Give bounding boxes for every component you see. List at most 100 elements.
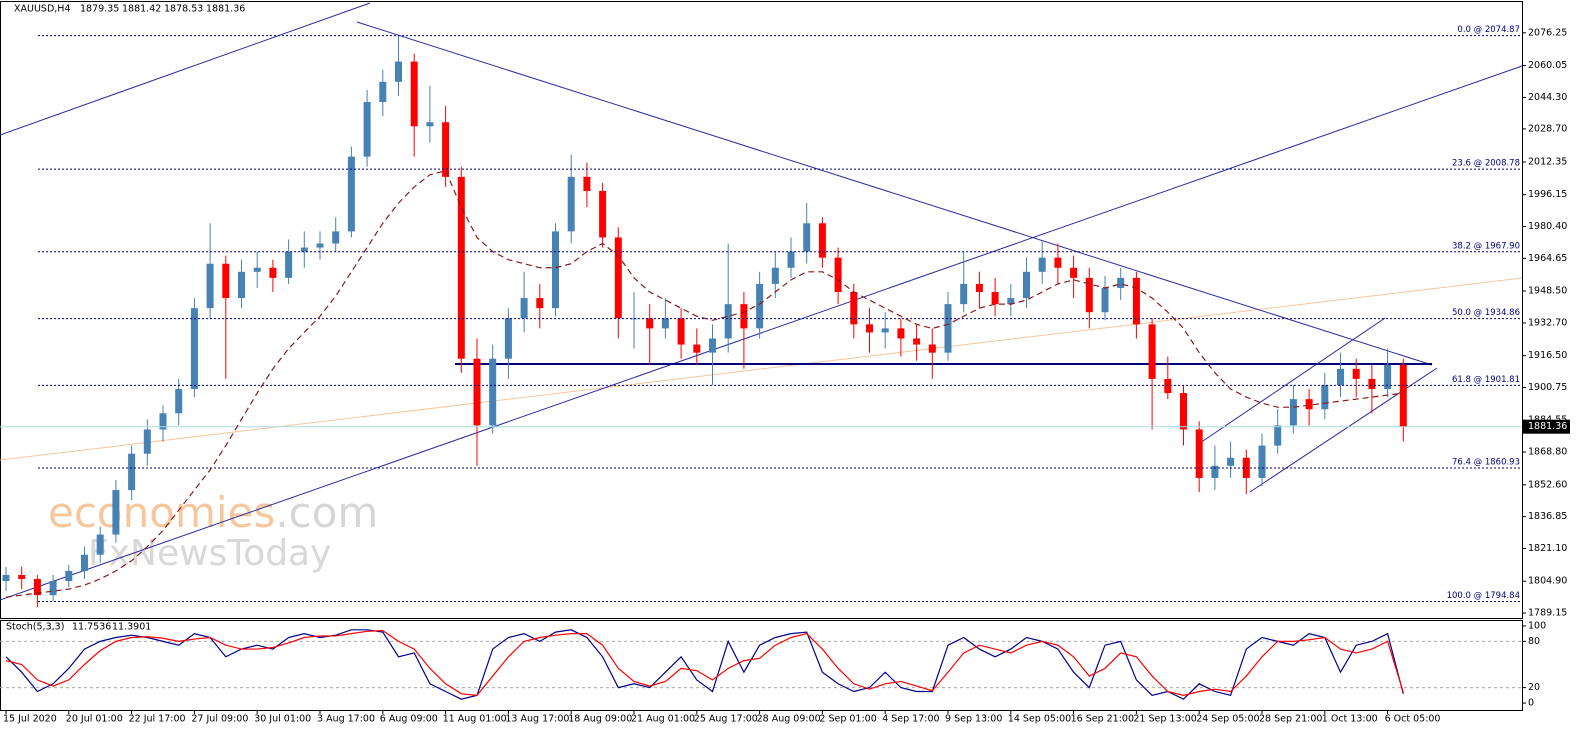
candle-body xyxy=(473,358,481,426)
y-tick-label: 1980.40 xyxy=(1528,221,1567,232)
x-tick-label: 28 Sep 21:00 xyxy=(1259,714,1322,725)
x-tick-label: 21 Sep 13:00 xyxy=(1133,714,1196,725)
candle-body xyxy=(866,324,873,333)
watermark-brand: economies xyxy=(48,488,275,537)
candle-body xyxy=(442,122,450,177)
watermark: economies.com FxNewsToday xyxy=(48,488,378,575)
candle-body xyxy=(771,267,779,284)
x-tick-label: 18 Aug 09:00 xyxy=(568,714,632,725)
watermark-text: economies.com xyxy=(48,488,378,537)
x-tick-label: 30 Jul 01:00 xyxy=(254,714,311,725)
candle-body xyxy=(677,318,685,345)
indicator-title: Stoch(5,3,3) xyxy=(6,622,64,633)
candle-body xyxy=(347,156,355,232)
candle-body xyxy=(1180,393,1187,430)
x-tick-label: 25 Aug 17:00 xyxy=(694,714,758,725)
x-tick-label: 11 Aug 01:00 xyxy=(443,714,507,725)
candle-body xyxy=(928,344,936,353)
y-tick-label: 1948.50 xyxy=(1528,286,1567,297)
header-value: 1878.53 xyxy=(164,4,203,15)
x-tick-label: 1 Oct 13:00 xyxy=(1322,714,1378,725)
candle-body xyxy=(222,263,230,299)
candle-body xyxy=(1038,257,1046,272)
candle-body xyxy=(944,304,952,353)
candle-body xyxy=(159,413,167,430)
y-tick-label: 1964.65 xyxy=(1528,253,1567,264)
candle-body xyxy=(253,267,261,272)
x-tick-label: 21 Aug 01:00 xyxy=(631,714,695,725)
candle-body xyxy=(850,292,858,325)
x-tick-label: 3 Aug 17:00 xyxy=(317,714,375,725)
candle-body xyxy=(709,338,716,353)
trend-line xyxy=(356,21,1433,366)
fib-label: 38.2 @ 1967.90 xyxy=(1452,241,1520,251)
y-tick-label: 1852.60 xyxy=(1528,479,1567,490)
candle-body xyxy=(1258,445,1266,478)
candle-body xyxy=(332,231,340,244)
y-tick-label: 2012.35 xyxy=(1528,156,1567,167)
y-tick-label: 2060.05 xyxy=(1528,60,1567,71)
candle-body xyxy=(1352,368,1360,379)
candle-body xyxy=(300,247,308,252)
candle-body xyxy=(81,554,88,571)
candle-body xyxy=(724,304,732,339)
last-price-label: 1881.36 xyxy=(1528,421,1567,432)
candle-body xyxy=(913,338,921,345)
y-tick-label: 1821.10 xyxy=(1528,543,1567,554)
candle-body xyxy=(756,283,764,329)
symbol-title: XAUUSD,H4 xyxy=(14,4,70,15)
candle-body xyxy=(1384,364,1392,390)
candle-body xyxy=(1337,368,1344,385)
candle-body xyxy=(1085,277,1093,313)
candle-body xyxy=(175,389,183,414)
indicator-line xyxy=(5,629,1404,700)
candle-body xyxy=(426,122,434,127)
y-tick-label: 20 xyxy=(1528,682,1540,693)
x-tick-label: 22 Jul 17:00 xyxy=(129,714,186,725)
fib-label: 0.0 @ 2074.87 xyxy=(1457,25,1520,35)
candle-body xyxy=(33,578,41,596)
x-tick-label: 28 Aug 09:00 xyxy=(757,714,821,725)
candle-body xyxy=(489,358,497,426)
x-tick-label: 4 Sep 17:00 xyxy=(882,714,939,725)
y-tick-label: 1932.70 xyxy=(1528,317,1567,328)
candle-body xyxy=(1195,429,1203,478)
watermark-subtitle: FxNewsToday xyxy=(88,533,331,574)
indicator-value: 11.3901 xyxy=(112,622,151,633)
candle-body xyxy=(49,581,57,596)
x-tick-label: 13 Aug 17:00 xyxy=(505,714,569,725)
candle-body xyxy=(897,328,905,339)
y-tick-label: 1916.50 xyxy=(1528,350,1567,361)
y-tick-label: 1900.75 xyxy=(1528,382,1567,393)
candle-body xyxy=(583,176,591,191)
x-tick-label: 14 Sep 05:00 xyxy=(1008,714,1071,725)
candle-body xyxy=(1211,465,1219,478)
x-tick-label: 27 Jul 09:00 xyxy=(191,714,248,725)
candle-body xyxy=(536,298,544,309)
trend-line xyxy=(0,2,371,136)
candle-body xyxy=(65,570,73,582)
header-value: 1881.42 xyxy=(122,4,161,15)
y-tick-label: 2044.30 xyxy=(1528,92,1567,103)
fib-label: 50.0 @ 1934.86 xyxy=(1452,308,1520,318)
candle-body xyxy=(96,534,104,555)
stoch-frame xyxy=(0,620,1523,711)
x-tick-label: 9 Sep 13:00 xyxy=(945,714,1002,725)
y-tick-label: 2028.70 xyxy=(1528,123,1567,134)
watermark-suffix: .com xyxy=(275,488,378,537)
candle-body xyxy=(646,318,654,329)
candle-body xyxy=(316,243,324,248)
y-tick-label: 2076.25 xyxy=(1528,27,1567,38)
candle-body xyxy=(1132,277,1140,325)
candle-body xyxy=(457,176,465,359)
candle-body xyxy=(661,318,669,329)
candle-body xyxy=(1227,457,1235,466)
candle-body xyxy=(881,328,889,333)
candle-body xyxy=(504,318,512,359)
candle-body xyxy=(991,292,999,305)
candle-body xyxy=(1368,378,1376,390)
candle-body xyxy=(1007,298,1015,305)
fib-label: 76.4 @ 1860.93 xyxy=(1452,457,1520,467)
